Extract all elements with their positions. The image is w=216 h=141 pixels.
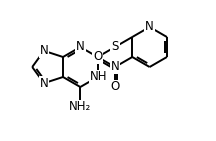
Text: O: O: [110, 81, 120, 93]
Text: N: N: [40, 44, 48, 57]
Text: NH₂: NH₂: [69, 101, 91, 114]
Text: N: N: [111, 60, 119, 73]
Text: N: N: [40, 77, 48, 90]
Text: NH: NH: [90, 70, 107, 83]
Text: S: S: [111, 40, 119, 53]
Text: N: N: [76, 40, 85, 53]
Text: N: N: [145, 20, 154, 34]
Text: O: O: [93, 50, 102, 63]
